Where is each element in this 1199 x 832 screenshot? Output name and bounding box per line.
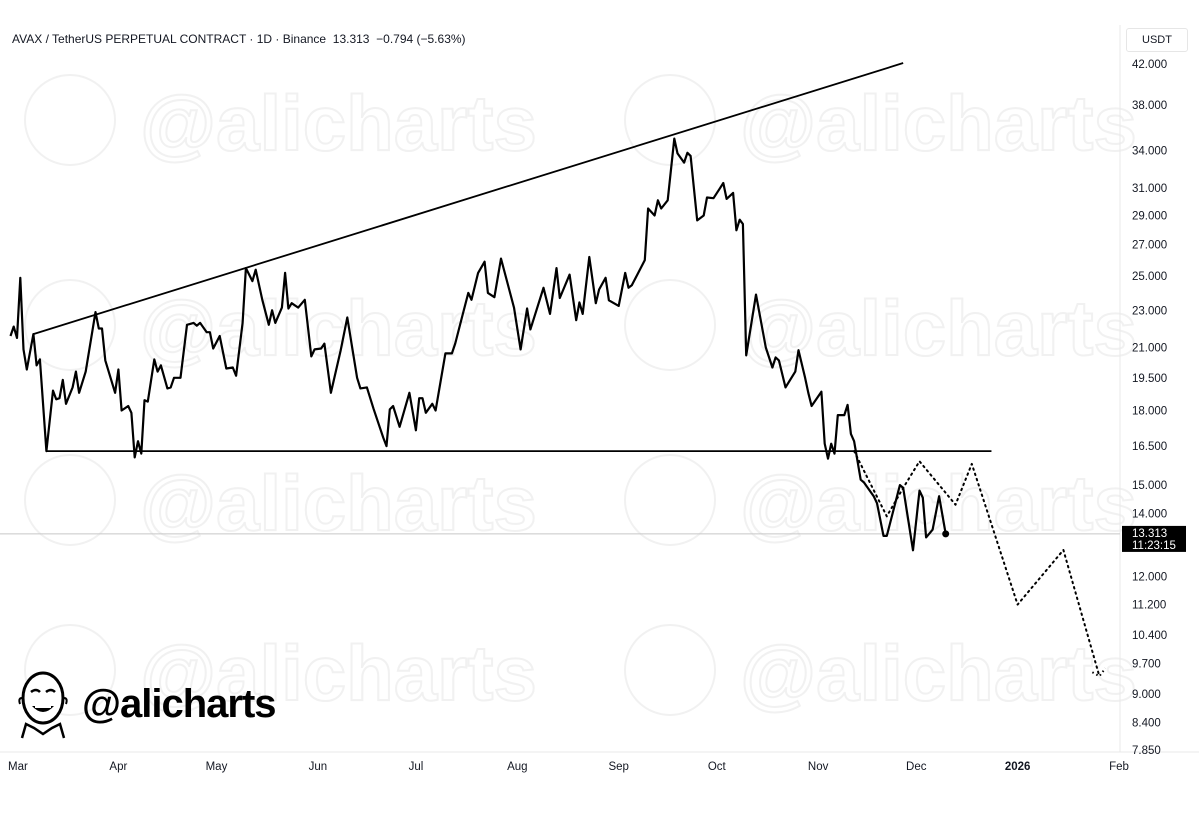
x-tick-label: Mar: [8, 761, 28, 773]
x-tick-label: Nov: [808, 761, 829, 773]
watermark-face-icon: [624, 624, 716, 716]
y-tick-label: 19.500: [1132, 373, 1167, 385]
resistance-trendline: [33, 62, 904, 335]
y-tick-label: 7.850: [1132, 745, 1161, 757]
y-tick-label: 42.000: [1132, 59, 1167, 71]
symbol-title: AVAX / TetherUS PERPETUAL CONTRACT · 1D …: [12, 32, 466, 46]
y-tick-label: 10.400: [1132, 630, 1167, 642]
alicharts-logo: @alicharts: [12, 668, 277, 740]
y-tick-label: 21.000: [1132, 342, 1167, 354]
x-tick-label: Jun: [309, 761, 328, 773]
last-price-dot: [942, 530, 950, 538]
logo-text: @alicharts: [82, 681, 277, 726]
y-tick-label: 9.000: [1132, 689, 1161, 701]
price-line: [9, 137, 947, 552]
y-tick-label: 31.000: [1132, 183, 1167, 195]
watermark-face-icon: [24, 454, 116, 546]
watermark-text: @alicharts: [740, 79, 1137, 167]
x-tick-label: Dec: [906, 761, 927, 773]
y-tick-label: 14.000: [1132, 508, 1167, 520]
y-tick-label: 15.000: [1132, 480, 1167, 492]
projection-arrowhead-icon: [1091, 667, 1107, 678]
y-tick-label: 25.000: [1132, 271, 1167, 283]
x-tick-label: Sep: [608, 761, 628, 773]
watermark-text: @alicharts: [740, 629, 1137, 717]
x-tick-label: Jul: [409, 761, 424, 773]
x-tick-label: Apr: [109, 761, 127, 773]
y-tick-label: 23.000: [1132, 305, 1167, 317]
price-tag-countdown: 11:23:15: [1132, 540, 1176, 552]
watermark-face-icon: [624, 454, 716, 546]
watermark-face-icon: [624, 279, 716, 371]
x-tick-label: Feb: [1109, 761, 1129, 773]
x-tick-label: Aug: [507, 761, 527, 773]
y-tick-label: 11.200: [1132, 600, 1166, 612]
face-logo-icon: [18, 671, 68, 739]
y-tick-label: 16.500: [1132, 441, 1167, 453]
price-tag-bg: [1122, 525, 1186, 552]
currency-button[interactable]: USDT: [1126, 28, 1188, 52]
watermark-face-icon: [24, 624, 116, 716]
watermark-text: @alicharts: [140, 459, 537, 547]
y-tick-label: 27.000: [1132, 240, 1167, 252]
x-tick-label: Oct: [708, 761, 727, 773]
price-tag-value: 13.313: [1132, 528, 1167, 540]
y-tick-label: 29.000: [1132, 210, 1167, 222]
y-tick-label: 18.000: [1132, 406, 1167, 418]
watermark-layer: @alicharts @alicharts @alicharts @alicharts…: [24, 74, 1138, 718]
y-tick-label: 9.700: [1132, 658, 1161, 670]
watermark-face-icon: [24, 279, 116, 371]
x-tick-label: 2026: [1005, 761, 1031, 773]
watermark-text: @alicharts: [140, 79, 537, 167]
projection-path: [853, 450, 1101, 678]
watermark-face-icon: [24, 74, 116, 166]
watermark-text: @alicharts: [140, 629, 537, 717]
y-tick-label: 8.400: [1132, 717, 1161, 729]
x-tick-label: May: [206, 761, 228, 773]
y-tick-label: 12.000: [1132, 571, 1167, 583]
watermark-text: @alicharts: [740, 284, 1137, 372]
y-tick-label: 38.000: [1132, 100, 1167, 112]
watermark-face-icon: [624, 74, 716, 166]
y-tick-label: 34.000: [1132, 145, 1167, 157]
